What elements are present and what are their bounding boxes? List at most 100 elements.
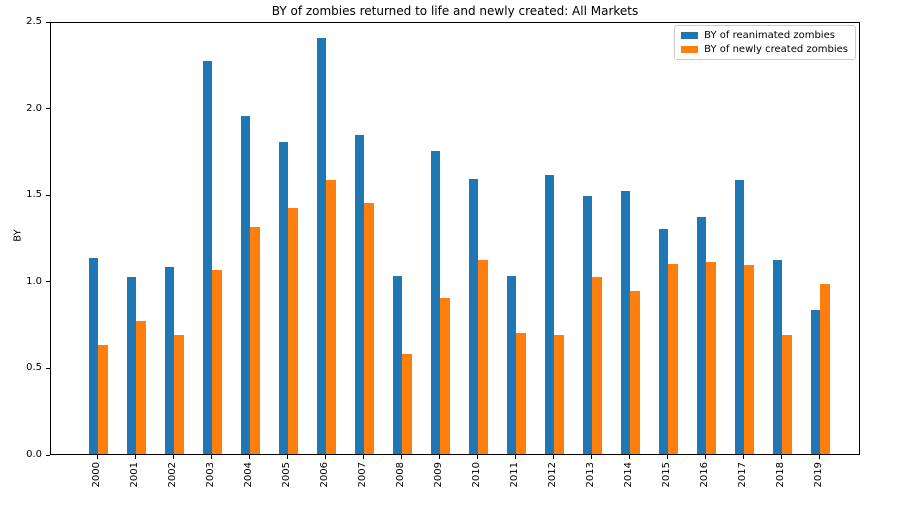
x-tick-label-2015: 2015 (660, 462, 672, 488)
x-tick-mark (552, 455, 554, 459)
x-tick-label-2008: 2008 (394, 462, 406, 488)
bar-reanimated-2003 (202, 60, 212, 454)
bar-newly-created-2010 (478, 260, 488, 454)
x-tick-label-2004: 2004 (242, 462, 254, 488)
x-tick-mark (666, 455, 668, 459)
y-tick-label: 2.5 (26, 16, 42, 27)
x-tick-mark (742, 455, 744, 459)
bar-reanimated-2019 (810, 310, 820, 454)
x-tick-label-2019: 2019 (812, 462, 824, 488)
legend-swatch-newly-created-icon (681, 46, 699, 53)
x-tick-mark (210, 455, 212, 459)
bar-newly-created-2002 (174, 334, 184, 454)
bar-newly-created-2007 (364, 202, 374, 454)
bar-newly-created-2006 (326, 180, 336, 454)
legend-item-newly-created: BY of newly created zombies (681, 44, 848, 55)
x-tick-mark (362, 455, 364, 459)
y-tick-mark (46, 367, 50, 369)
bar-reanimated-2016 (696, 216, 706, 454)
x-tick-label-2006: 2006 (318, 462, 330, 488)
x-tick-mark (590, 455, 592, 459)
bar-newly-created-2003 (212, 270, 222, 454)
x-tick-mark (324, 455, 326, 459)
bar-newly-created-2004 (250, 227, 260, 454)
y-tick-label: 0.0 (26, 449, 42, 460)
y-tick-mark (46, 281, 50, 283)
bar-newly-created-2011 (516, 332, 526, 454)
y-tick-label: 2.0 (26, 102, 42, 114)
y-tick-label: 1.5 (26, 189, 42, 201)
x-tick-label-2007: 2007 (356, 462, 368, 488)
legend-label-newly-created: BY of newly created zombies (704, 44, 848, 55)
x-tick-label-2016: 2016 (698, 462, 710, 488)
bar-newly-created-2015 (668, 263, 678, 454)
bar-reanimated-2018 (772, 260, 782, 454)
x-tick-label-2001: 2001 (128, 462, 140, 488)
legend-swatch-reanimated-icon (681, 32, 699, 39)
bar-reanimated-2001 (126, 277, 136, 454)
bar-newly-created-2018 (782, 334, 792, 454)
bar-newly-created-2016 (706, 261, 716, 454)
x-tick-mark (476, 455, 478, 459)
x-tick-label-2011: 2011 (508, 462, 520, 488)
x-tick-mark (780, 455, 782, 459)
x-tick-label-2002: 2002 (166, 462, 178, 488)
y-tick-mark (46, 108, 50, 110)
x-tick-mark (704, 455, 706, 459)
x-tick-mark (514, 455, 516, 459)
bar-newly-created-2014 (630, 291, 640, 454)
bar-reanimated-2012 (544, 175, 554, 454)
bar-newly-created-2009 (440, 298, 450, 454)
x-tick-label-2013: 2013 (584, 462, 596, 488)
x-tick-mark (248, 455, 250, 459)
bar-reanimated-2008 (392, 275, 402, 454)
x-tick-label-2009: 2009 (432, 462, 444, 488)
bar-reanimated-2007 (354, 135, 364, 454)
x-tick-label-2012: 2012 (546, 462, 558, 488)
x-tick-mark (96, 455, 98, 459)
chart-title: BY of zombies returned to life and newly… (271, 4, 639, 18)
x-tick-label-2018: 2018 (774, 462, 786, 488)
bar-reanimated-2009 (430, 150, 440, 454)
y-tick-mark (46, 454, 50, 456)
bar-reanimated-2000 (88, 258, 98, 454)
bar-newly-created-2013 (592, 277, 602, 454)
bar-newly-created-2008 (402, 353, 412, 454)
x-tick-label-2010: 2010 (470, 462, 482, 488)
bar-newly-created-2012 (554, 334, 564, 454)
bar-reanimated-2002 (164, 266, 174, 454)
x-tick-mark (134, 455, 136, 459)
x-tick-mark (628, 455, 630, 459)
y-tick-label: 0.5 (26, 362, 42, 374)
bar-reanimated-2004 (240, 116, 250, 454)
bar-reanimated-2011 (506, 275, 516, 454)
bar-reanimated-2013 (582, 195, 592, 454)
bar-newly-created-2005 (288, 208, 298, 454)
legend: BY of reanimated zombies BY of newly cre… (674, 25, 856, 60)
y-tick-label: 1.0 (26, 275, 42, 287)
bar-reanimated-2017 (734, 180, 744, 454)
bar-newly-created-2019 (820, 284, 830, 454)
x-tick-label-2017: 2017 (736, 462, 748, 488)
bar-reanimated-2006 (316, 38, 326, 454)
x-tick-mark (400, 455, 402, 459)
bar-reanimated-2014 (620, 190, 630, 454)
bar-newly-created-2017 (744, 265, 754, 454)
x-tick-label-2000: 2000 (90, 462, 102, 488)
x-tick-label-2014: 2014 (622, 462, 634, 488)
x-tick-mark (818, 455, 820, 459)
y-tick-mark (46, 194, 50, 196)
legend-label-reanimated: BY of reanimated zombies (704, 30, 835, 41)
plot-area: BY of reanimated zombies BY of newly cre… (50, 22, 860, 455)
x-tick-mark (438, 455, 440, 459)
bar-reanimated-2015 (658, 228, 668, 454)
y-tick-mark (46, 21, 50, 23)
bar-reanimated-2005 (278, 142, 288, 454)
legend-item-reanimated: BY of reanimated zombies (681, 30, 848, 41)
bar-newly-created-2001 (136, 320, 146, 454)
x-tick-label-2005: 2005 (280, 462, 292, 488)
bar-newly-created-2000 (98, 344, 108, 454)
x-tick-label-2003: 2003 (204, 462, 216, 488)
y-axis-label: BY (12, 229, 24, 242)
